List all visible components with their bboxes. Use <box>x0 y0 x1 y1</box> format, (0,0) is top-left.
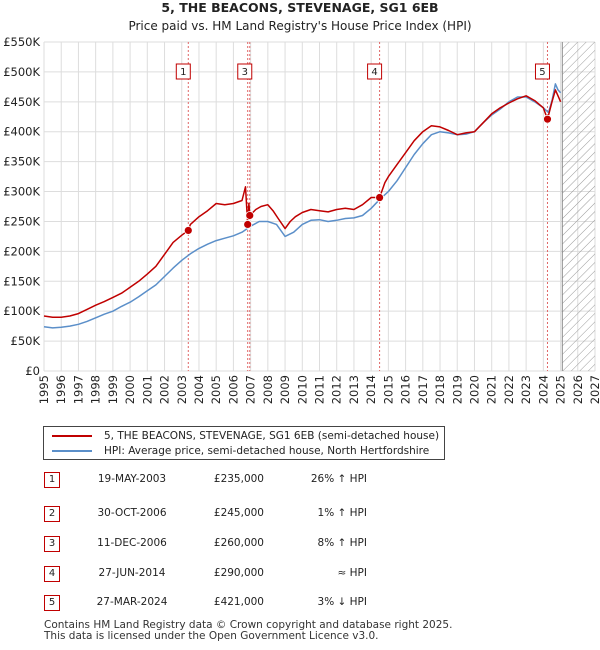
x-tick-label: 2022 <box>502 375 516 404</box>
y-tick-label: £0 <box>25 364 40 378</box>
sale-marker-dot <box>245 211 255 220</box>
y-tick-label: £50K <box>11 334 41 348</box>
transaction-date: 27-JUN-2014 <box>98 567 166 579</box>
y-tick-label: £300K <box>3 185 40 199</box>
transaction-price: £235,000 <box>213 473 264 485</box>
chart-title: 5, THE BEACONS, STEVENAGE, SG1 6EB <box>161 0 439 15</box>
transaction-number-badge: 5 <box>44 595 60 611</box>
x-tick-label: 2017 <box>416 375 430 404</box>
sale-marker-box <box>534 63 550 80</box>
transaction-number-badge: 2 <box>44 506 60 522</box>
transaction-price: £290,000 <box>213 567 264 579</box>
price-chart: 1 3 4 5 £0 £50K £100K £150K £200K £250K £300K £350… <box>3 35 600 404</box>
x-tick-label: 2020 <box>467 375 481 404</box>
chart-subtitle: Price paid vs. HM Land Registry's House … <box>128 19 472 33</box>
property-price-line <box>43 89 562 318</box>
sale-marker-dot <box>183 226 193 235</box>
sale-marker-dot <box>543 114 552 124</box>
y-tick-label: £550K <box>3 35 40 49</box>
legend-label-property: 5, THE BEACONS, STEVENAGE, SG1 6EB (semi… <box>104 430 440 442</box>
transaction-hpi: 3% ↓ HPI <box>317 596 367 608</box>
x-tick-label: 2012 <box>330 375 344 404</box>
x-tick-label: 2019 <box>450 375 464 404</box>
x-tick-label: 2008 <box>261 375 275 404</box>
x-tick-label: 2024 <box>536 375 550 404</box>
sale-marker-box <box>367 63 383 80</box>
transaction-date: 27-MAR-2024 <box>96 596 168 608</box>
y-tick-label: £400K <box>3 125 40 139</box>
y-tick-label: £150K <box>3 274 40 288</box>
table-row: 2 30-OCT-2006 £245,000 1% ↑ HPI <box>44 506 384 524</box>
table-row: 4 27-JUN-2014 £290,000 ≈ HPI <box>44 566 384 584</box>
transaction-price: £421,000 <box>213 596 264 608</box>
x-tick-label: 1997 <box>71 375 85 404</box>
x-tick-label: 2016 <box>399 375 413 404</box>
sale-marker-dot <box>375 193 384 202</box>
transaction-number-badge: 3 <box>44 536 60 552</box>
y-tick-label: £350K <box>3 155 40 169</box>
x-tick-label: 2001 <box>140 375 154 404</box>
x-tick-label: 2021 <box>485 375 499 404</box>
x-tick-label: 2014 <box>364 375 378 404</box>
x-tick-label: 1995 <box>37 375 51 404</box>
transaction-price: £245,000 <box>213 507 264 519</box>
x-tick-label: 2006 <box>226 375 240 404</box>
sale-marker-box-label: 5 <box>539 67 545 78</box>
x-tick-label: 2025 <box>554 375 568 404</box>
sale-marker-box-label: 1 <box>180 67 186 78</box>
transaction-price: £260,000 <box>213 537 264 549</box>
transaction-hpi: 8% ↑ HPI <box>317 537 367 549</box>
x-tick-label: 2000 <box>123 375 137 404</box>
transaction-hpi: 26% ↑ HPI <box>310 473 367 485</box>
legend-swatch-property <box>52 435 92 437</box>
legend-swatch-hpi <box>52 450 92 452</box>
x-tick-label: 2010 <box>295 375 309 404</box>
y-tick-label: £450K <box>3 95 40 109</box>
legend-item-hpi: HPI: Average price, semi-detached house,… <box>52 444 429 459</box>
x-tick-label: 2011 <box>313 375 327 404</box>
x-tick-label: 2027 <box>588 375 600 404</box>
y-tick-label: £200K <box>3 244 40 258</box>
x-tick-label: 2004 <box>192 375 206 404</box>
x-tick-label: 2015 <box>381 375 395 404</box>
chart-legend: 5, THE BEACONS, STEVENAGE, SG1 6EB (semi… <box>43 426 445 460</box>
x-tick-label: 2005 <box>209 375 223 404</box>
y-tick-label: £250K <box>3 214 40 228</box>
x-tick-label: 2018 <box>433 375 447 404</box>
legend-item-property: 5, THE BEACONS, STEVENAGE, SG1 6EB (semi… <box>52 429 439 444</box>
table-row: 3 11-DEC-2006 £260,000 8% ↑ HPI <box>44 536 384 554</box>
footer-line-copyright: Contains HM Land Registry data © Crown c… <box>44 619 453 631</box>
x-tick-label: 2009 <box>278 375 292 404</box>
future-hatch-region <box>562 42 595 371</box>
sale-marker-box-label: 4 <box>371 67 377 78</box>
transaction-hpi: 1% ↑ HPI <box>317 507 367 519</box>
x-tick-label: 2002 <box>158 375 172 404</box>
footer-attribution: Contains HM Land Registry data © Crown c… <box>44 620 452 642</box>
x-tick-label: 2007 <box>244 375 258 404</box>
x-tick-label: 2023 <box>519 375 533 404</box>
transaction-number-badge: 4 <box>44 566 60 582</box>
x-tick-label: 2013 <box>347 375 361 404</box>
y-tick-label: £100K <box>3 304 40 318</box>
x-tick-label: 2003 <box>175 375 189 404</box>
sale-marker-box <box>237 63 253 80</box>
x-tick-label: 2026 <box>571 375 585 404</box>
transaction-date: 30-OCT-2006 <box>97 507 167 519</box>
transaction-date: 19-MAY-2003 <box>97 473 167 485</box>
transaction-hpi: ≈ HPI <box>337 567 367 579</box>
sale-marker-box-label: 3 <box>242 67 248 78</box>
transaction-number-badge: 1 <box>44 472 60 488</box>
table-row: 1 19-MAY-2003 £235,000 26% ↑ HPI <box>44 472 384 490</box>
table-row: 5 27-MAR-2024 £421,000 3% ↓ HPI <box>44 595 384 613</box>
transaction-date: 11-DEC-2006 <box>97 537 167 549</box>
x-tick-label: 1996 <box>54 375 68 404</box>
x-tick-label: 1998 <box>89 375 103 404</box>
hpi-line <box>43 83 562 329</box>
y-tick-label: £500K <box>3 65 40 79</box>
sale-marker-box <box>175 63 191 80</box>
sale-marker-dot <box>243 220 253 229</box>
footer-line-licence: This data is licensed under the Open Gov… <box>44 630 379 642</box>
legend-label-hpi: HPI: Average price, semi-detached house,… <box>104 445 430 457</box>
x-tick-label: 1999 <box>106 375 120 404</box>
